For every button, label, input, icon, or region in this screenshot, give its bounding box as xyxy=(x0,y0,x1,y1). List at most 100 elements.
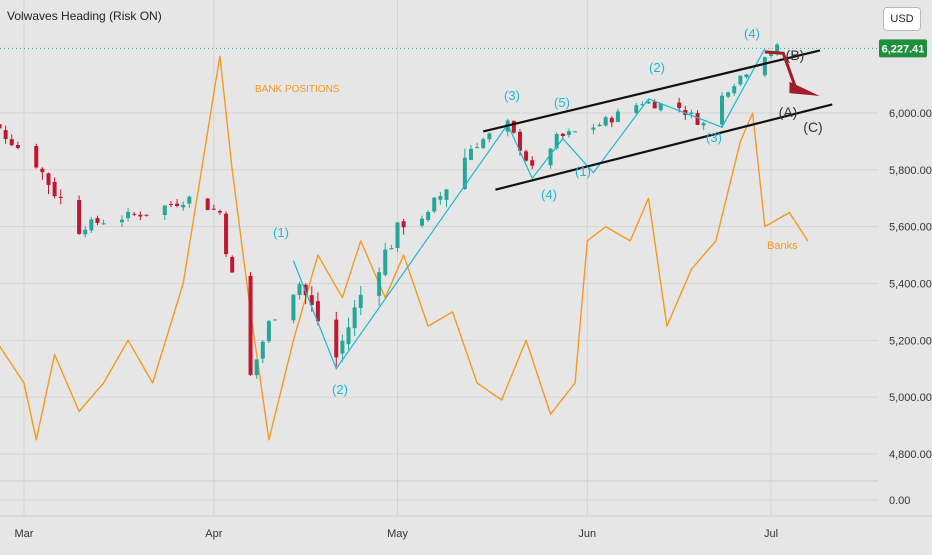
candle-body xyxy=(732,86,737,94)
elliott-wave-line xyxy=(292,48,766,371)
corrective-label: (A) xyxy=(779,104,798,120)
candle-body xyxy=(187,196,192,204)
zero-tick-label: 0.00 xyxy=(889,495,910,507)
corrective-label: (B) xyxy=(786,47,805,63)
candle-body xyxy=(340,340,345,354)
candle-body xyxy=(168,204,173,206)
wave-label: (2) xyxy=(649,60,665,75)
candle-body xyxy=(609,117,614,123)
waves-layer xyxy=(292,48,833,371)
wave-label: (4) xyxy=(541,187,557,202)
corrective-label: (C) xyxy=(803,119,822,135)
candle-body xyxy=(15,144,20,148)
candle-body xyxy=(303,284,308,296)
projection-arrowhead xyxy=(789,81,820,96)
candle-body xyxy=(83,229,88,235)
candle-body xyxy=(401,221,406,228)
price-badge-label: 6,227.41 xyxy=(882,43,925,55)
candle-body xyxy=(9,139,14,146)
candle-body xyxy=(468,148,473,160)
candle-body xyxy=(52,181,57,197)
candle-body xyxy=(775,44,780,53)
candle-body xyxy=(346,327,351,345)
candle-body xyxy=(291,294,296,321)
candle-body xyxy=(95,217,100,224)
bank-positions-label: BANK POSITIONS xyxy=(255,84,340,95)
candle-body xyxy=(689,112,694,114)
wave-label: (3) xyxy=(706,130,722,145)
candle-body xyxy=(40,168,45,173)
candle-body xyxy=(58,196,63,198)
candle-body xyxy=(181,205,186,208)
candle-body xyxy=(0,124,2,129)
channel-lower-line xyxy=(495,103,833,191)
price-tick-label: 6,000.00 xyxy=(889,108,932,120)
price-scale-panel[interactable] xyxy=(878,0,932,550)
candle-body xyxy=(634,105,639,113)
price-badge xyxy=(879,39,927,58)
candle-body xyxy=(548,148,553,166)
candle-body xyxy=(738,75,743,85)
candle-body xyxy=(560,133,565,136)
candle-body xyxy=(224,213,229,255)
candle-body xyxy=(444,189,449,200)
candle-body xyxy=(144,214,149,216)
candle-body xyxy=(438,196,443,200)
month-tick-label: Mar xyxy=(15,528,34,540)
candle-body xyxy=(677,102,682,108)
candle-body xyxy=(352,307,357,329)
candle-body xyxy=(524,151,529,161)
candle-body xyxy=(358,294,363,308)
month-tick-label: Apr xyxy=(205,528,222,540)
candle-body xyxy=(573,131,578,133)
candle-body xyxy=(597,124,602,127)
chart-title: Volwaves Heading (Risk ON) xyxy=(7,9,162,23)
candle-body xyxy=(162,205,167,216)
month-tick-label: Jul xyxy=(764,528,778,540)
candle-body xyxy=(530,160,535,166)
candle-body xyxy=(615,111,620,122)
candle-body xyxy=(266,321,271,342)
candle-body xyxy=(315,301,320,322)
candle-body xyxy=(487,133,492,140)
candle-body xyxy=(377,272,382,296)
candle-body xyxy=(389,248,394,250)
candle-body xyxy=(260,341,265,359)
month-tick-label: May xyxy=(387,528,408,540)
wave-label: (1) xyxy=(575,164,591,179)
candle-body xyxy=(383,249,388,275)
candle-body xyxy=(273,319,278,321)
candle-body xyxy=(211,208,216,210)
candle-body xyxy=(720,95,725,125)
axis-layer: 6,000.00 5,800.00 5,600.00 5,400.00 5,200.00… xyxy=(15,39,932,540)
candle-body xyxy=(254,359,259,376)
candle-body xyxy=(475,147,480,149)
candle-body xyxy=(126,211,131,219)
candle-body xyxy=(89,219,94,231)
currency-button[interactable]: USD xyxy=(883,7,921,31)
candle-body xyxy=(695,113,700,125)
candle-body xyxy=(658,103,663,111)
price-tick-label: 5,000.00 xyxy=(889,392,932,404)
banks-label: Banks xyxy=(767,240,798,252)
wave-label: (4) xyxy=(744,26,760,41)
candle-body xyxy=(3,130,8,139)
wave-label: (5) xyxy=(554,95,570,110)
candle-body xyxy=(603,117,608,126)
price-tick-label: 5,600.00 xyxy=(889,222,932,234)
candle-body xyxy=(511,120,516,133)
candle-body xyxy=(101,223,106,225)
candle-body xyxy=(769,52,773,56)
candle-body xyxy=(34,145,39,168)
candle-body xyxy=(132,213,137,215)
candle-body xyxy=(334,319,339,358)
candle-body xyxy=(591,127,596,130)
candle-body xyxy=(297,284,302,296)
grid-lines xyxy=(0,0,932,517)
candle-body xyxy=(138,214,143,217)
candle-body xyxy=(554,133,559,149)
candle-body xyxy=(309,295,314,305)
